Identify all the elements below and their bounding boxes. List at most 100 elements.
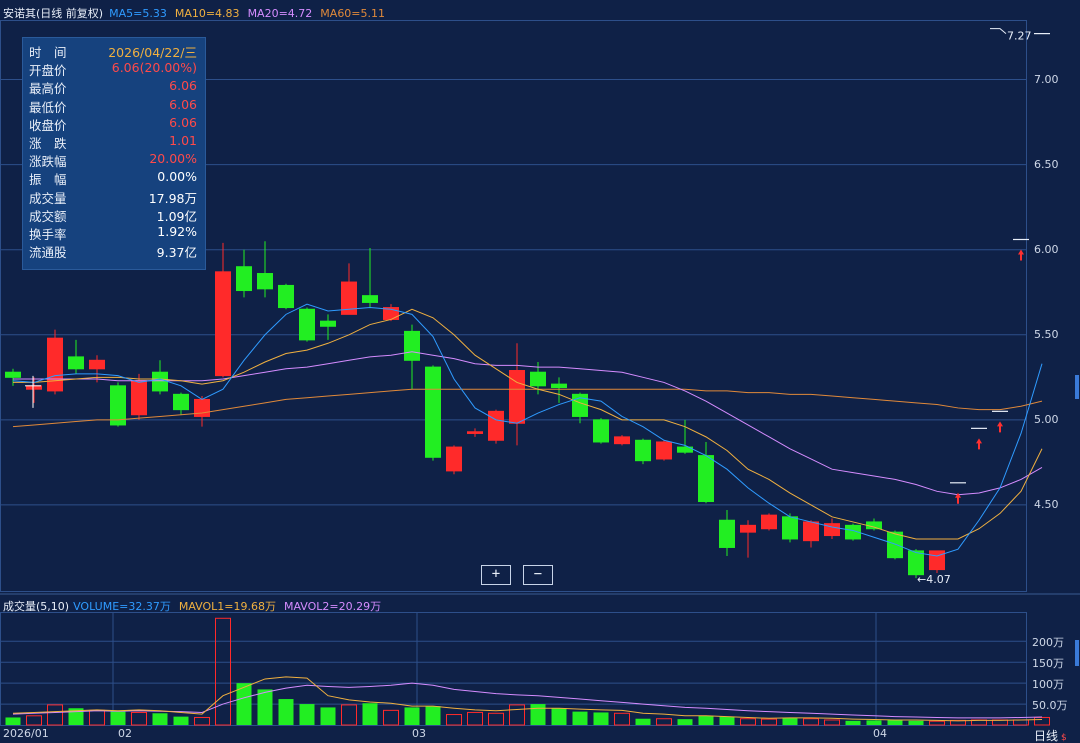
limit-up-arrow-icon [1018, 249, 1024, 261]
info-label: 换手率 [29, 227, 67, 242]
date-tick-label: 04 [873, 727, 887, 740]
info-value: 1.09亿 [156, 208, 197, 224]
price-panel-border [0, 20, 1027, 592]
volume-bar [236, 683, 252, 725]
volume-bar [383, 709, 399, 726]
info-row: 成交量 17.98万 [29, 188, 197, 206]
stock-title[interactable]: 安诺其(日线 前复权) [3, 7, 104, 20]
volume-bar [845, 720, 861, 725]
volume-bar [341, 704, 357, 726]
candle-body [110, 385, 126, 426]
candle-body [719, 519, 735, 548]
volume-bar [5, 717, 21, 725]
volume-bar [761, 718, 777, 726]
price-header: 安诺其(日线 前复权) MA5=5.33 MA10=4.83 MA20=4.72 MA6… [3, 5, 393, 21]
volume-bar [803, 718, 819, 726]
info-value: 9.37亿 [156, 245, 197, 261]
candle-body [362, 295, 378, 303]
info-row: 换手率 1.92% [29, 224, 197, 242]
volume-bar [47, 704, 63, 726]
candle-body [446, 446, 462, 472]
info-value: 2026/04/22/三 [108, 45, 197, 60]
scrollbar-handle[interactable] [1075, 375, 1079, 399]
volume-bar [593, 712, 609, 725]
volume-tick-label: 50.0万 [1032, 699, 1068, 713]
limit-up-arrow-icon [997, 421, 1003, 433]
ma20-line [13, 351, 1043, 496]
period-selector[interactable]: 日线 $ [1034, 727, 1067, 743]
candle-body [845, 524, 861, 540]
candle-body [299, 308, 315, 341]
volume-title[interactable]: 成交量(5,10) [3, 600, 70, 613]
volume-bar [509, 704, 525, 726]
candle-body [215, 271, 231, 377]
candle-body [236, 266, 252, 292]
info-label: 振 幅 [29, 172, 67, 188]
candle-body [803, 521, 819, 542]
mavol1-line [12, 676, 1043, 722]
info-label: 涨 跌 [29, 136, 67, 151]
info-value: 6.06 [169, 78, 197, 94]
candle-body [467, 431, 483, 434]
volume-bar [257, 689, 273, 725]
candle-body [761, 514, 777, 530]
candle-body [656, 441, 672, 460]
candle-body [320, 320, 336, 327]
candle-body [824, 523, 840, 537]
info-value: 0.00% [157, 169, 197, 185]
high-price-label: 7.27 [1007, 30, 1032, 43]
volume-bar [362, 703, 378, 725]
volume-bar [656, 718, 672, 726]
candle-body [593, 419, 609, 443]
volume-bar [446, 714, 462, 726]
info-value: 6.06(20.00%) [111, 60, 197, 76]
volume-bar [530, 704, 546, 725]
volume-bar [572, 711, 588, 725]
volume-bar [677, 719, 693, 725]
period-label: 日线 [1034, 729, 1059, 743]
candle-body [5, 371, 21, 378]
candle-body [929, 550, 945, 571]
volume-bar [194, 716, 210, 726]
zoom-in-button[interactable]: + [481, 565, 511, 585]
info-label: 最低价 [29, 99, 67, 115]
info-row: 流通股 9.37亿 [29, 242, 197, 260]
scrollbar-handle-volume[interactable] [1075, 640, 1079, 666]
volume-bar [740, 718, 756, 726]
volume-bar [215, 617, 231, 726]
price-tick-label: 4.50 [1034, 497, 1059, 511]
volume-bar [782, 717, 798, 725]
volume-bar [320, 707, 336, 725]
mavol2-value: MAVOL2=20.29万 [284, 600, 382, 613]
volume-bar [299, 704, 315, 725]
candle-body [614, 436, 630, 445]
info-panel: 时 间 2026/04/22/三 开盘价 6.06(20.00%) 最高价 6.06 最低价… [22, 37, 206, 270]
candle-body [173, 393, 189, 411]
volume-bar [887, 719, 903, 725]
candle-body [551, 383, 567, 389]
volume-bar [908, 720, 924, 725]
price-tick-label: 5.50 [1034, 327, 1059, 341]
volume-bar [467, 711, 483, 726]
ma10-legend: MA10=4.83 [174, 7, 240, 20]
price-tick-label: 7.00 [1034, 72, 1059, 86]
candle-body [530, 371, 546, 387]
info-value: 1.92% [157, 224, 197, 239]
zoom-out-button[interactable]: − [523, 565, 553, 585]
info-value: 6.06 [169, 96, 197, 112]
price-tick-label: 6.50 [1034, 157, 1059, 171]
ma5-line [12, 303, 1043, 557]
chevron-down-icon: $ [1061, 733, 1067, 743]
volume-bar [635, 718, 651, 725]
info-row: 涨跌幅 20.00% [29, 151, 197, 169]
info-row: 振 幅 0.00% [29, 169, 197, 187]
candle-body [677, 446, 693, 453]
volume-bar [68, 708, 84, 725]
candle-body [89, 359, 105, 370]
candle-body [404, 330, 420, 361]
info-label: 涨跌幅 [29, 154, 67, 170]
info-row: 涨 跌 1.01 [29, 133, 197, 151]
ma10-line [13, 308, 1043, 540]
